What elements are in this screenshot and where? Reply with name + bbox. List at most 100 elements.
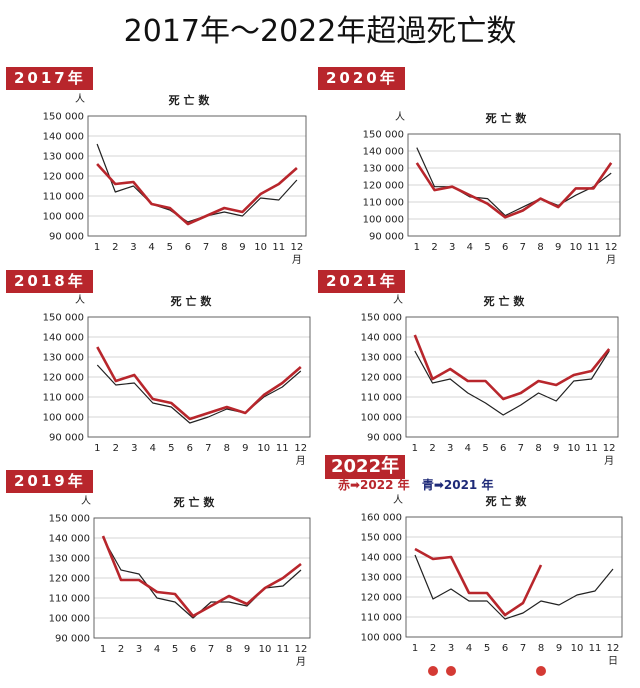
y-tick-label: 150 000 — [361, 533, 402, 544]
x-tick-label: 12 — [605, 242, 618, 253]
series-line-black — [96, 364, 302, 424]
chart-title: 死 亡 数 — [171, 294, 213, 308]
x-unit-label: 月 — [296, 455, 306, 467]
plot-frame — [87, 115, 307, 237]
y-tick-label: 140 000 — [361, 333, 402, 344]
x-tick-label: 3 — [448, 643, 454, 654]
series-line-red — [101, 535, 302, 618]
plot-frame — [405, 316, 619, 438]
y-tick-label: 150 000 — [43, 313, 84, 324]
y-tick-label: 110 000 — [43, 393, 84, 404]
x-tick-label: 1 — [414, 242, 420, 253]
y-tick-label: 150 000 — [361, 313, 402, 324]
x-unit-label: 日 — [608, 656, 618, 667]
x-tick-label: 12 — [291, 242, 304, 253]
x-tick-label: 2 — [431, 242, 437, 253]
x-tick-label: 10 — [259, 644, 272, 655]
x-tick-label: 7 — [518, 443, 524, 454]
x-tick-label: 5 — [482, 443, 488, 454]
y-tick-label: 140 000 — [363, 147, 404, 158]
x-tick-label: 6 — [190, 644, 196, 655]
x-tick-label: 6 — [502, 643, 508, 654]
x-tick-label: 8 — [224, 443, 230, 454]
x-tick-label: 7 — [208, 644, 214, 655]
x-tick-label: 4 — [466, 643, 472, 654]
line-chart: 死 亡 数 人 90 000 100 000 110 000 120 000 130 000… — [49, 495, 311, 668]
x-tick-label: 12 — [603, 443, 616, 454]
y-tick-label: 130 000 — [49, 554, 90, 565]
series-line-red — [413, 334, 611, 401]
x-tick-label: 7 — [205, 443, 211, 454]
x-tick-label: 9 — [239, 242, 245, 253]
x-tick-label: 7 — [520, 643, 526, 654]
chart-title: 死 亡 数 — [169, 93, 211, 107]
x-tick-label: 11 — [277, 644, 290, 655]
y-tick-label: 130 000 — [361, 573, 402, 584]
chart-title: 死 亡 数 — [484, 294, 526, 308]
x-tick-label: 4 — [148, 242, 154, 253]
legend-blue-label: 青➡2021 年 — [421, 478, 494, 492]
year-badge: 2021年 — [318, 270, 405, 293]
y-tick-label: 110 000 — [49, 594, 90, 605]
y-tick-label: 90 000 — [367, 433, 402, 444]
y-tick-label: 140 000 — [43, 333, 84, 344]
x-unit-label: 月 — [604, 455, 614, 467]
y-unit-label: 人 — [393, 494, 403, 506]
legend-2022: 赤➡2022 年 青➡2021 年 — [338, 476, 493, 493]
x-tick-label: 11 — [587, 242, 600, 253]
y-tick-label: 110 000 — [361, 393, 402, 404]
year-badge: 2019年 — [6, 470, 93, 493]
series-line-red — [96, 346, 302, 421]
y-tick-label: 150 000 — [363, 130, 404, 141]
x-tick-label: 1 — [94, 443, 100, 454]
x-tick-label: 1 — [94, 242, 100, 253]
x-unit-label: 月 — [296, 656, 306, 668]
y-tick-label: 140 000 — [43, 132, 84, 143]
y-tick-label: 140 000 — [49, 534, 90, 545]
y-tick-label: 120 000 — [43, 373, 84, 384]
x-tick-label: 12 — [607, 643, 620, 654]
y-tick-label: 130 000 — [363, 164, 404, 175]
y-tick-label: 90 000 — [55, 634, 90, 645]
y-tick-label: 110 000 — [43, 192, 84, 203]
chart-panel: 死 亡 数 人 90 000 100 000 110 000 120 000 130 000… — [0, 85, 320, 274]
x-tick-label: 5 — [172, 644, 178, 655]
x-tick-label: 1 — [412, 443, 418, 454]
y-tick-label: 160 000 — [361, 513, 402, 524]
year-badge: 2020年 — [318, 67, 405, 90]
y-tick-label: 130 000 — [43, 353, 84, 364]
y-tick-label: 130 000 — [43, 152, 84, 163]
chart-title: 死 亡 数 — [174, 495, 216, 509]
chart-panel: 死 亡 数 人 90 000 100 000 110 000 120 000 130 000… — [0, 488, 320, 688]
x-tick-label: 11 — [585, 443, 598, 454]
line-chart: 死 亡 数 人 90 000 100 000 110 000 120 000 130 000… — [363, 111, 621, 266]
x-tick-label: 3 — [447, 443, 453, 454]
x-tick-label: 9 — [242, 443, 248, 454]
x-tick-label: 5 — [484, 643, 490, 654]
chart-title: 死 亡 数 — [486, 494, 528, 508]
y-tick-label: 100 000 — [49, 614, 90, 625]
series-line-black — [414, 350, 610, 416]
x-tick-label: 12 — [294, 443, 307, 454]
y-tick-label: 90 000 — [369, 232, 404, 243]
x-tick-label: 8 — [538, 643, 544, 654]
series-line-black — [414, 554, 614, 620]
x-tick-label: 9 — [556, 643, 562, 654]
x-tick-label: 10 — [254, 242, 267, 253]
y-tick-label: 100 000 — [363, 215, 404, 226]
x-unit-label: 月 — [292, 254, 302, 266]
plot-frame — [405, 516, 623, 638]
highlight-dot — [536, 666, 546, 676]
chart-panel: 死 亡 数 人 90 000 100 000 110 000 120 000 130 000… — [320, 85, 640, 274]
y-tick-label: 150 000 — [49, 514, 90, 525]
series-line-red — [415, 162, 613, 219]
chart-panel: 死 亡 数 人 100 000 110 000 120 000 130 000 140 00… — [320, 488, 640, 688]
highlight-dot — [446, 666, 456, 676]
x-tick-label: 11 — [589, 643, 602, 654]
x-tick-label: 7 — [520, 242, 526, 253]
line-chart: 死 亡 数 人 100 000 110 000 120 000 130 000 140 00… — [361, 494, 623, 676]
x-tick-label: 2 — [429, 443, 435, 454]
y-tick-label: 140 000 — [361, 553, 402, 564]
x-tick-label: 9 — [244, 644, 250, 655]
x-tick-label: 10 — [567, 443, 580, 454]
